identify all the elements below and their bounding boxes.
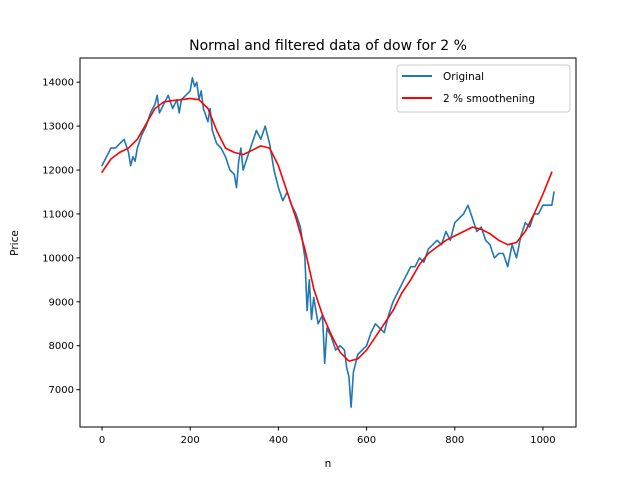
y-axis: 7000 8000 9000 10000 11000 12000 13000 14000 [42, 78, 80, 396]
legend-label-original: Original [443, 71, 484, 83]
x-tick-label: 1000 [530, 435, 555, 446]
y-tick-label: 13000 [42, 122, 74, 133]
x-tick-label: 200 [181, 435, 200, 446]
series-line-original [101, 77, 555, 409]
y-axis-label: Price [9, 230, 21, 256]
y-tick-label: 10000 [42, 253, 74, 264]
chart-title: Normal and filtered data of dow for 2 % [189, 38, 467, 54]
x-tick-label: 800 [445, 435, 464, 446]
series-line-smoothening [101, 97, 553, 362]
legend-box [396, 64, 571, 113]
y-tick-label: 8000 [49, 341, 74, 352]
x-tick-label: 0 [99, 435, 105, 446]
x-axis-label: n [325, 458, 332, 470]
legend: Original 2 % smoothening [396, 64, 571, 113]
y-tick-label: 11000 [42, 209, 74, 220]
x-tick-label: 400 [269, 435, 288, 446]
x-tick-label: 600 [357, 435, 376, 446]
y-tick-label: 7000 [49, 385, 74, 396]
y-tick-label: 14000 [42, 78, 74, 89]
series-lines [101, 77, 555, 409]
y-tick-label: 9000 [49, 297, 74, 308]
y-tick-label: 12000 [42, 166, 74, 177]
legend-label-smoothening: 2 % smoothening [443, 93, 535, 105]
plot-area [79, 57, 577, 428]
x-axis: 0 200 400 600 800 1000 [99, 427, 556, 446]
